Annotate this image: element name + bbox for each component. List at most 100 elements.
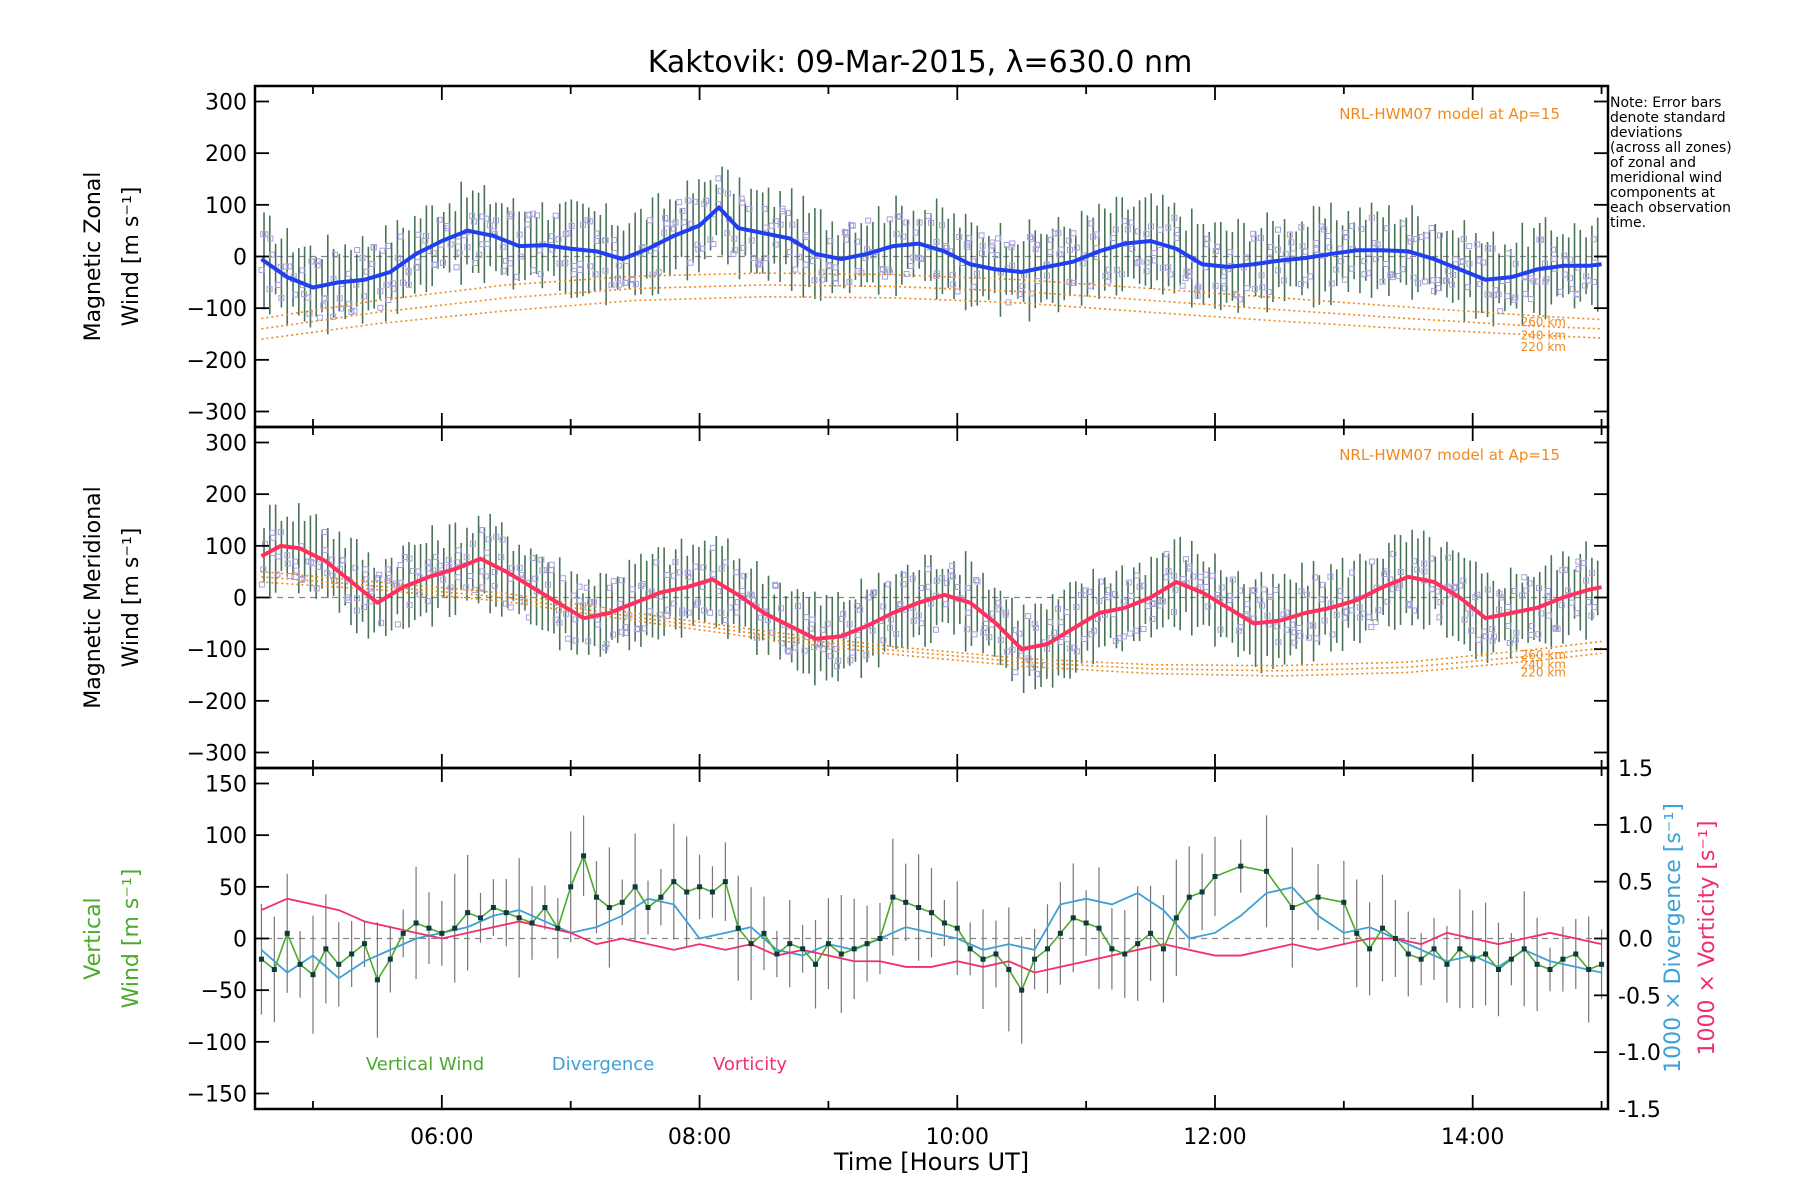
zone-sample bbox=[938, 575, 945, 582]
zone-sample bbox=[1151, 257, 1158, 264]
zone-sample bbox=[517, 253, 524, 260]
zone-sample bbox=[345, 270, 352, 277]
vertical-wind-point bbox=[516, 915, 522, 921]
vertical-wind-point bbox=[555, 925, 561, 931]
zone-sample bbox=[1066, 246, 1073, 253]
chart-title: Kaktovik: 09-Mar-2015, λ=630.0 nm bbox=[648, 45, 1193, 80]
zone-sample bbox=[538, 556, 545, 563]
y-tick-label: 50 bbox=[219, 876, 247, 901]
zone-sample bbox=[1328, 280, 1335, 287]
zone-sample bbox=[406, 555, 413, 562]
zone-sample bbox=[278, 294, 285, 301]
zone-sample bbox=[739, 199, 746, 206]
zone-sample bbox=[1016, 630, 1023, 637]
zone-sample bbox=[422, 232, 429, 239]
vertical-wind-point bbox=[1083, 920, 1089, 926]
zone-sample bbox=[1082, 587, 1089, 594]
zone-sample bbox=[413, 264, 420, 271]
vertical-wind-point bbox=[387, 956, 393, 962]
vertical-wind-point bbox=[851, 946, 857, 952]
zone-sample bbox=[1229, 576, 1236, 583]
note-line: time. bbox=[1610, 215, 1647, 231]
zone-sample bbox=[1031, 620, 1038, 627]
zone-sample bbox=[384, 566, 391, 573]
vertical-wind-point bbox=[993, 951, 999, 957]
zone-sample bbox=[570, 271, 577, 278]
vertical-wind-point bbox=[271, 967, 277, 972]
zone-sample bbox=[1414, 566, 1421, 573]
zone-sample bbox=[315, 563, 322, 570]
zone-sample bbox=[680, 219, 687, 226]
zone-sample bbox=[691, 198, 698, 205]
zone-sample bbox=[336, 295, 343, 302]
zone-sample bbox=[665, 606, 672, 613]
vertical-wind-point bbox=[1521, 946, 1527, 952]
zone-sample bbox=[453, 559, 460, 566]
zone-sample bbox=[924, 566, 931, 573]
zone-sample bbox=[601, 237, 608, 244]
model-label: NRL-HWM07 model at Ap=15 bbox=[1339, 446, 1560, 464]
zone-sample bbox=[445, 557, 452, 564]
zone-sample bbox=[1149, 615, 1156, 622]
zone-sample bbox=[779, 205, 786, 212]
zone-sample bbox=[1093, 231, 1100, 238]
zone-sample bbox=[662, 215, 669, 222]
zone-sample bbox=[1505, 623, 1512, 630]
zone-sample bbox=[309, 560, 316, 567]
zone-sample bbox=[491, 582, 498, 589]
zone-sample bbox=[974, 270, 981, 277]
zone-sample bbox=[1337, 587, 1344, 594]
vertical-wind-point bbox=[1457, 946, 1463, 952]
zone-sample bbox=[431, 261, 438, 268]
zone-sample bbox=[1341, 614, 1348, 621]
vertical-wind-point bbox=[1508, 956, 1514, 962]
zone-sample bbox=[1458, 259, 1465, 266]
legend-divergence: Divergence bbox=[552, 1054, 655, 1075]
zone-sample bbox=[352, 564, 359, 571]
zone-sample bbox=[943, 601, 950, 608]
zone-sample bbox=[1019, 283, 1026, 290]
vertical-wind-point bbox=[1109, 946, 1115, 952]
zone-sample bbox=[1012, 627, 1019, 634]
zone-sample bbox=[896, 602, 903, 609]
zone-sample bbox=[500, 267, 507, 274]
zone-sample bbox=[910, 617, 917, 624]
y-tick-label: −100 bbox=[187, 638, 247, 663]
zone-sample bbox=[525, 614, 532, 621]
vertical-wind-point bbox=[490, 905, 496, 910]
y-tick-label: 200 bbox=[205, 483, 247, 508]
zone-sample bbox=[1464, 284, 1471, 291]
zone-sample bbox=[1536, 585, 1543, 592]
zone-sample bbox=[1397, 568, 1404, 575]
zone-sample bbox=[1244, 285, 1251, 292]
zone-sample bbox=[1379, 278, 1386, 285]
error-bar-note: Note: Error bars denote standard deviati… bbox=[1610, 96, 1790, 231]
zone-sample bbox=[786, 249, 793, 256]
zone-sample bbox=[483, 549, 490, 556]
y-tick-label: −100 bbox=[187, 297, 247, 322]
zone-sample bbox=[1538, 610, 1545, 617]
zone-sample bbox=[1421, 560, 1428, 567]
zone-sample bbox=[1466, 243, 1473, 250]
zone-sample bbox=[530, 267, 537, 274]
zone-sample bbox=[1143, 259, 1150, 266]
zone-sample bbox=[1066, 279, 1073, 286]
zone-sample bbox=[1557, 288, 1564, 295]
zone-sample bbox=[669, 221, 676, 228]
zone-sample bbox=[1157, 602, 1164, 609]
mean-wind-line bbox=[260, 205, 1602, 290]
zone-sample bbox=[1481, 628, 1488, 635]
zone-sample bbox=[1299, 243, 1306, 250]
zone-sample bbox=[1302, 276, 1309, 283]
zone-sample bbox=[499, 536, 506, 543]
vertical-wind-point bbox=[1367, 946, 1373, 952]
zone-sample bbox=[1449, 281, 1456, 288]
zone-sample bbox=[1032, 624, 1039, 631]
vertical-wind-point bbox=[1212, 874, 1218, 879]
vertical-wind-point bbox=[748, 941, 754, 947]
y-tick-label: 100 bbox=[205, 824, 247, 849]
zone-sample bbox=[1395, 272, 1402, 279]
model-altitude-label: 220 km bbox=[1521, 666, 1566, 680]
vertical-wind-point bbox=[1096, 925, 1102, 931]
